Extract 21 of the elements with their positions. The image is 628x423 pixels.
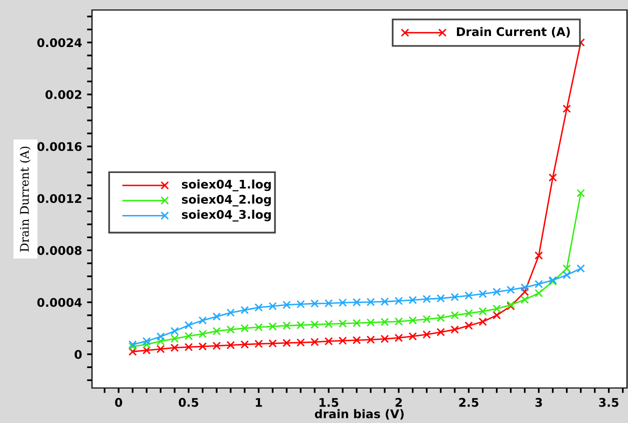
y-tick-label: 0.0012 [37,194,82,204]
legend-title: Drain Current (A) [456,26,570,38]
x-tick-label: 2.5 [459,398,478,407]
y-tick-label: 0 [74,350,82,359]
x-tick-label: 3.5 [599,398,618,407]
y-tick-label: 0.0024 [37,38,82,48]
x-tick-label: 0.5 [178,398,198,407]
legend-label: soiex04_3.log [182,210,271,222]
legend-label: soiex04_1.log [182,180,271,192]
y-axis-title: Drain Durrent (A) [20,146,31,252]
x-axis-title: drain bias (V) [314,409,404,420]
y-tick-label: 0.0008 [37,246,82,255]
x-tick-label: 2 [396,398,402,407]
x-tick-label: 0 [115,398,122,407]
y-tick-label: 0.0016 [37,142,82,152]
x-tick-label: 1 [256,398,262,407]
y-tick-label: 0.002 [46,90,82,100]
x-tick-label: 1.5 [320,398,338,407]
y-tick-label: 0.0004 [37,298,82,307]
legend-label: soiex04_2.log [182,194,271,206]
x-tick-label: 3 [535,398,542,407]
